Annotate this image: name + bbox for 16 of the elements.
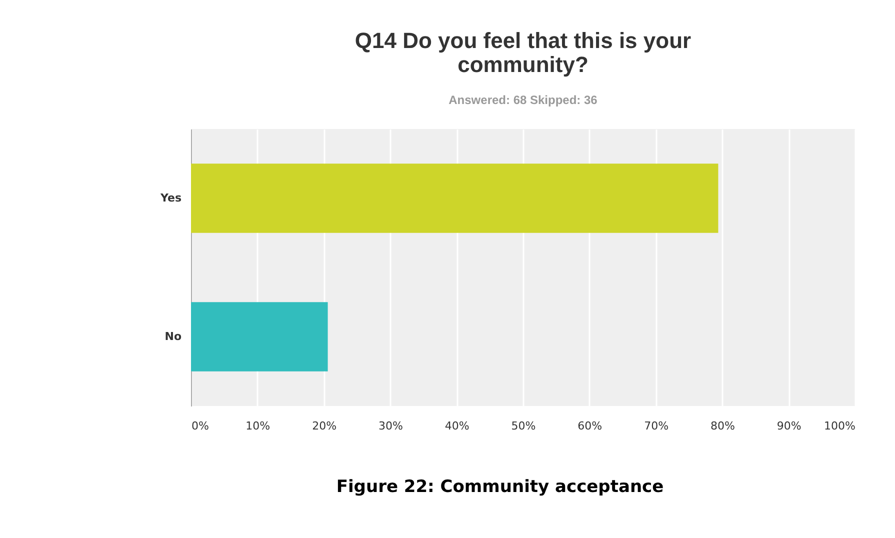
x-tick-label: 20% [312,420,337,432]
x-tick-label: 30% [378,420,403,432]
x-tick-label: 60% [578,420,602,432]
x-tick-label: 40% [444,420,470,432]
x-tick-label: 80% [710,420,735,432]
caption: Figure 22: Community acceptance [336,477,664,497]
y-tick-label: No [164,330,182,343]
y-tick-label: Yes [160,191,182,204]
x-tick-label: 70% [644,420,669,432]
x-tick-label: 50% [511,420,536,432]
chart-subtitle: Answered: 68 Skipped: 36 [448,93,598,107]
x-tick-label: 90% [776,420,802,432]
x-tick-label: 10% [246,420,270,432]
x-tick-label: 0% [192,420,209,432]
x-tick-label: 100% [824,420,856,432]
chart-title: Q14 Do you feel that this is your community? [354,28,692,77]
